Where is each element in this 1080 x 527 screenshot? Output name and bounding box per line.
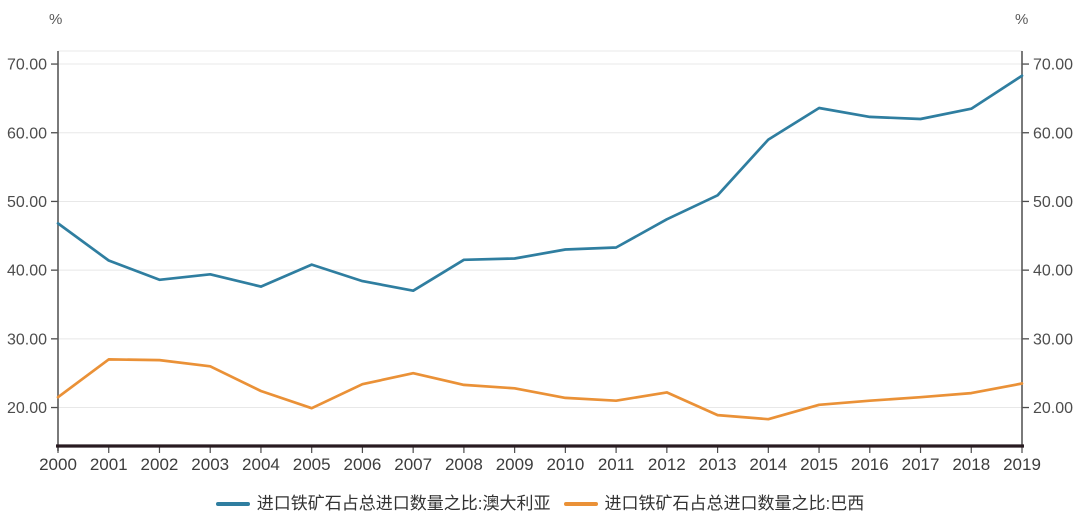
x-axis-label: 2013 (699, 455, 737, 474)
x-axis-label: 2004 (242, 455, 280, 474)
y-axis-label-left: 20.00 (7, 400, 47, 417)
y-axis-label-left: 60.00 (7, 125, 47, 142)
series-line-australia (56, 74, 1024, 293)
legend-swatch-brazil (563, 502, 598, 507)
y-axis-label-right: 50.00 (1033, 194, 1073, 211)
legend-label-brazil: 进口铁矿石占总进口数量之比:巴西 (604, 494, 865, 513)
y-axis-label-right: 30.00 (1033, 331, 1073, 348)
y-axis-label-left: 50.00 (7, 194, 47, 211)
y-axis-unit-right: % (1015, 11, 1029, 28)
legend-label-australia: 进口铁矿石占总进口数量之比:澳大利亚 (256, 494, 551, 513)
x-axis-label: 2016 (851, 455, 889, 474)
x-axis-label: 2005 (293, 455, 331, 474)
x-axis-label: 2009 (496, 455, 534, 474)
y-axis-label-right: 60.00 (1033, 125, 1073, 142)
x-axis-label: 2003 (191, 455, 229, 474)
x-axis-label: 2017 (902, 455, 940, 474)
series-line-brazil (56, 358, 1024, 421)
x-axis-label: 2019 (1003, 455, 1041, 474)
y-axis-label-left: 30.00 (7, 331, 47, 348)
x-axis-label: 2011 (598, 455, 635, 474)
x-axis-label: 2007 (394, 455, 432, 474)
legend-item: 进口铁矿石占总进口数量之比:巴西 (563, 494, 865, 514)
x-axis-label: 2008 (445, 455, 483, 474)
x-axis-label: 2015 (800, 455, 838, 474)
x-axis-label: 2006 (344, 455, 382, 474)
x-axis-label: 2002 (141, 455, 179, 474)
legend: 进口铁矿石占总进口数量之比:澳大利亚 进口铁矿石占总进口数量之比:巴西 (0, 494, 1080, 514)
y-axis-label-right: 70.00 (1033, 57, 1073, 74)
x-axis-label: 2018 (952, 455, 990, 474)
y-axis-unit-left: % (49, 11, 63, 28)
line-chart: 20.00 20.00 30.00 30.00 40.00 40.00 50.00 50.00… (7, 50, 1073, 474)
legend-swatch-australia (215, 502, 250, 507)
y-axis-label-left: 70.00 (7, 57, 47, 74)
y-axis-label-right: 40.00 (1033, 263, 1073, 280)
y-axis-label-left: 40.00 (7, 263, 47, 280)
x-axis-label: 2014 (749, 455, 787, 474)
y-axis-label-right: 20.00 (1033, 400, 1073, 417)
x-axis-label: 2000 (39, 455, 77, 474)
legend-item: 进口铁矿石占总进口数量之比:澳大利亚 (215, 494, 551, 514)
x-axis-label: 2012 (648, 455, 686, 474)
x-axis-label: 2010 (546, 455, 584, 474)
x-axis-label: 2001 (90, 455, 128, 474)
